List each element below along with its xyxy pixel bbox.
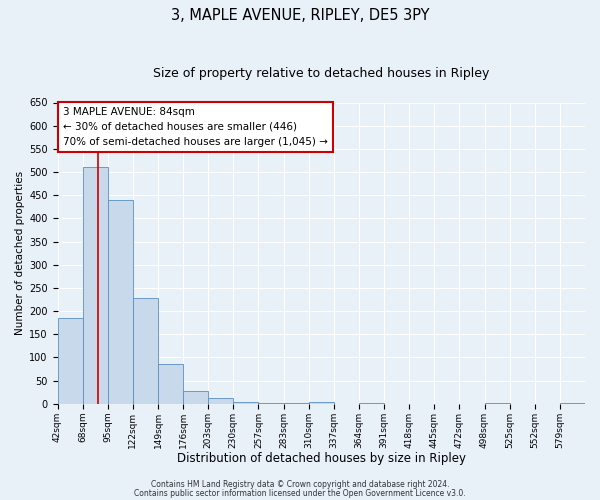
Text: Contains HM Land Registry data © Crown copyright and database right 2024.: Contains HM Land Registry data © Crown c… <box>151 480 449 489</box>
Bar <box>108 200 133 404</box>
Title: Size of property relative to detached houses in Ripley: Size of property relative to detached ho… <box>153 68 490 80</box>
Text: 3 MAPLE AVENUE: 84sqm
← 30% of detached houses are smaller (446)
70% of semi-det: 3 MAPLE AVENUE: 84sqm ← 30% of detached … <box>63 107 328 146</box>
Bar <box>158 364 183 404</box>
Bar <box>183 391 208 404</box>
Y-axis label: Number of detached properties: Number of detached properties <box>15 171 25 335</box>
X-axis label: Distribution of detached houses by size in Ripley: Distribution of detached houses by size … <box>177 452 466 465</box>
Bar <box>208 398 233 404</box>
Bar <box>259 403 284 404</box>
Bar <box>58 318 83 404</box>
Bar <box>133 298 158 404</box>
Bar <box>83 168 108 404</box>
Text: 3, MAPLE AVENUE, RIPLEY, DE5 3PY: 3, MAPLE AVENUE, RIPLEY, DE5 3PY <box>171 8 429 22</box>
Bar <box>308 402 334 404</box>
Text: Contains public sector information licensed under the Open Government Licence v3: Contains public sector information licen… <box>134 488 466 498</box>
Bar <box>233 402 259 404</box>
